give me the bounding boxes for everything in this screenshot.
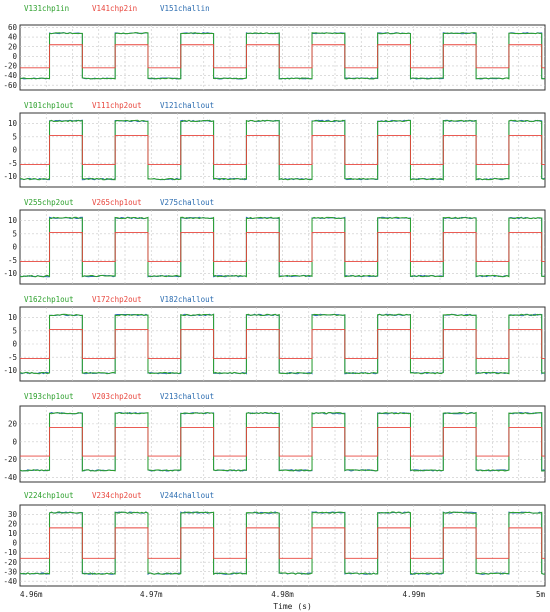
subplot-2: -10 -5 0 5 10 V101chp1out V111chp2out V121chall… <box>3 101 546 188</box>
y-tick-label: -10 <box>3 548 17 557</box>
y-tick-label: 5 <box>12 229 17 238</box>
y-tick-label: 30 <box>8 510 18 519</box>
y-tick-label: -5 <box>8 353 17 362</box>
legend-entry: V121challout <box>160 101 214 110</box>
series-line-V162chp1out <box>19 313 546 375</box>
legend-entry: V131chp1in <box>24 4 69 13</box>
series-line-V193chp1out <box>19 411 546 472</box>
y-tick-label: -40 <box>3 71 17 80</box>
x-tick-label: 5m <box>536 590 546 599</box>
y-tick-label: 10 <box>8 216 18 225</box>
series-line-V172chp2out <box>20 329 545 359</box>
series-line-V224chp1out <box>19 511 546 576</box>
x-tick-label: 4.97m <box>140 590 163 599</box>
y-tick-label: -20 <box>3 558 17 567</box>
y-tick-label: 10 <box>8 529 18 538</box>
legend-entry: V244challout <box>160 491 214 500</box>
subplot-4: -10 -5 0 5 10 V162chp1out V172chp2out V182chall… <box>3 295 546 382</box>
y-tick-label: 0 <box>12 539 17 548</box>
y-tick-label: 0 <box>12 243 17 252</box>
y-tick-label: -30 <box>3 567 17 576</box>
legend-entry: V101chp1out <box>24 101 74 110</box>
y-tick-label: -5 <box>8 256 17 265</box>
legend-entry: V182challout <box>160 295 214 304</box>
y-tick-label: -20 <box>3 455 17 464</box>
legend-entry: V234chp2out <box>92 491 142 500</box>
y-tick-label: 0 <box>12 437 17 446</box>
y-tick-label: -10 <box>3 366 17 375</box>
y-tick-label: -60 <box>3 81 17 90</box>
legend-entry: V141chp2in <box>92 4 137 13</box>
y-tick-label: 60 <box>8 23 18 32</box>
x-tick-label: 4.98m <box>271 590 294 599</box>
legend-entry: V162chp1out <box>24 295 74 304</box>
x-axis-label: Time (s) <box>273 602 312 611</box>
y-tick-label: 10 <box>8 313 18 322</box>
series-line-V141chp2in <box>20 44 545 69</box>
legend-entry: V255chp2out <box>24 198 74 207</box>
y-tick-label: 20 <box>8 520 18 529</box>
series-line-V265chp1out <box>20 232 545 262</box>
y-tick-label: 20 <box>8 42 18 51</box>
legend-entry: V111chp2out <box>92 101 142 110</box>
y-tick-label: -40 <box>3 577 17 586</box>
y-tick-label: -10 <box>3 269 17 278</box>
legend-entry: V151challin <box>160 4 210 13</box>
y-tick-label: 0 <box>12 340 17 349</box>
y-tick-label: 0 <box>12 52 17 61</box>
x-tick-label: 4.99m <box>402 590 425 599</box>
y-tick-label: -40 <box>3 473 17 482</box>
legend-entry: V213challout <box>160 392 214 401</box>
y-tick-label: -10 <box>3 172 17 181</box>
series-line-V234chp2out <box>20 527 545 559</box>
subplot-3: -10 -5 0 5 10 V255chp2out V265chp1out V275chall… <box>3 198 546 285</box>
legend-entry: V172chp2out <box>92 295 142 304</box>
y-tick-label: -20 <box>3 62 17 71</box>
legend-entry: V193chp1out <box>24 392 74 401</box>
legend-entry: V203chp2out <box>92 392 142 401</box>
y-tick-label: 5 <box>12 132 17 141</box>
y-tick-label: 0 <box>12 146 17 155</box>
series-line-V131chp1in <box>19 32 546 80</box>
y-tick-label: -5 <box>8 159 17 168</box>
subplot-5: -40 -20 0 20 V193chp1out V203chp2out V213chall… <box>3 392 546 483</box>
y-tick-label: 10 <box>8 119 18 128</box>
y-tick-label: 5 <box>12 326 17 335</box>
y-tick-label: 40 <box>8 33 18 42</box>
series-line-V111chp2out <box>20 135 545 165</box>
series-line-V255chp2out <box>19 216 546 278</box>
series-line-V203chp2out <box>20 427 545 457</box>
legend-entry: V224chp1out <box>24 491 74 500</box>
legend-entry: V275challout <box>160 198 214 207</box>
x-tick-label: 4.96m <box>20 590 43 599</box>
legend-entry: V265chp1out <box>92 198 142 207</box>
y-tick-label: 20 <box>8 419 18 428</box>
series-line-V101chp1out <box>19 119 546 181</box>
